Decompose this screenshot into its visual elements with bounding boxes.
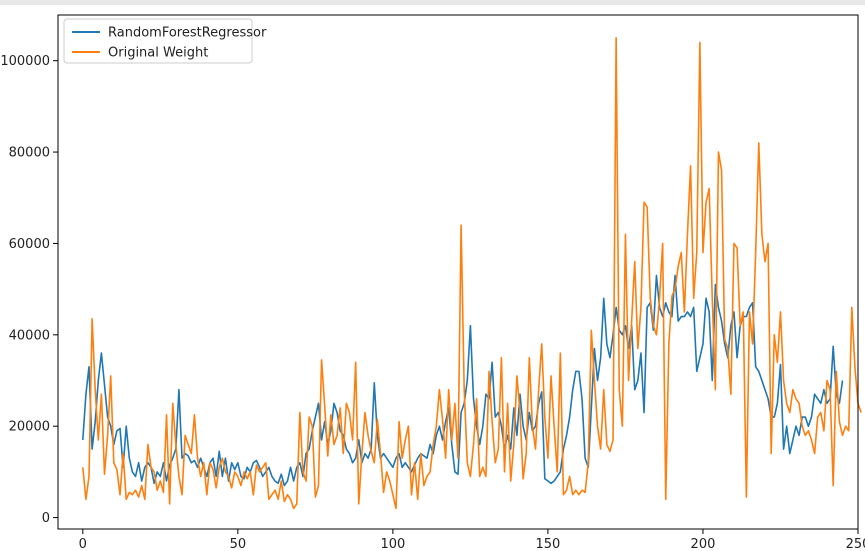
legend-label: RandomForestRegressor bbox=[108, 26, 267, 41]
y-tick-label: 20000 bbox=[9, 420, 50, 435]
line-chart: 0 50 100 150 200 250 0 20000 40000 60000 80000 1000… bbox=[0, 14, 865, 551]
legend: RandomForestRegressor Original Weight bbox=[63, 18, 267, 64]
axes-frame bbox=[57, 14, 859, 530]
series-layer bbox=[82, 37, 862, 510]
y-tick-label: 100000 bbox=[0, 54, 50, 69]
y-tick-label: 80000 bbox=[9, 146, 50, 161]
y-tick-label: 60000 bbox=[9, 237, 50, 252]
x-tick-label: 200 bbox=[691, 537, 716, 551]
x-tick-label: 100 bbox=[380, 537, 405, 551]
legend-box bbox=[63, 18, 253, 64]
series-line-original-weight bbox=[82, 37, 862, 510]
x-tick-label: 0 bbox=[79, 537, 87, 551]
x-tick-label: 250 bbox=[846, 537, 865, 551]
x-tick-label: 150 bbox=[536, 537, 561, 551]
legend-label: Original Weight bbox=[108, 46, 208, 61]
y-tick-label: 0 bbox=[42, 511, 50, 526]
x-tick-label: 50 bbox=[230, 537, 247, 551]
y-tick-label: 40000 bbox=[9, 328, 50, 343]
